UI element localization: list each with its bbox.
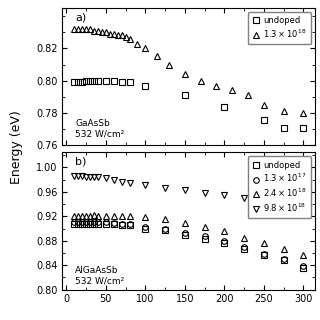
Text: b): b) [75,156,86,166]
Legend: undoped, $1.3\times10^{18}$: undoped, $1.3\times10^{18}$ [248,12,311,44]
Text: a): a) [75,12,86,22]
Legend: undoped, $1.3\times10^{17}$, $2.4\times10^{18}$, $9.8\times10^{18}$: undoped, $1.3\times10^{17}$, $2.4\times1… [248,156,311,219]
Text: Energy (eV): Energy (eV) [10,110,23,184]
Text: AlGaAsSb
532 W/cm²: AlGaAsSb 532 W/cm² [75,266,124,285]
Text: GaAsSb
532 W/cm²: GaAsSb 532 W/cm² [75,119,124,139]
